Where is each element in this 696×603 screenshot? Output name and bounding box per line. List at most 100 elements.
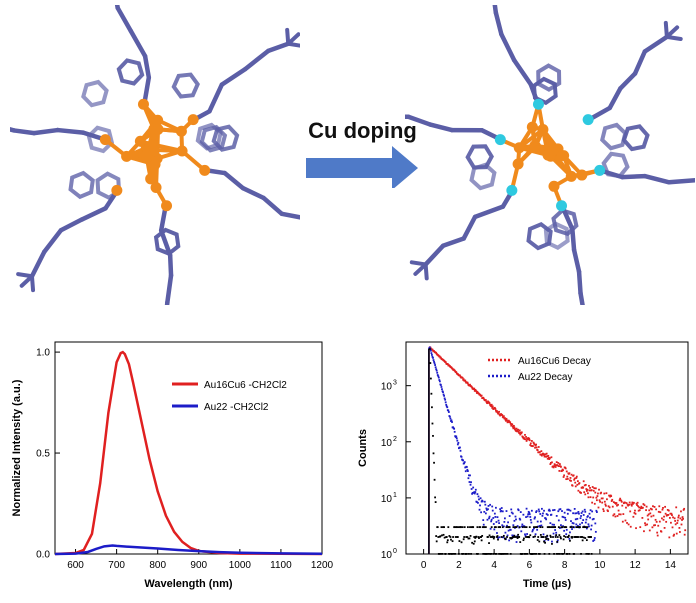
decay-point [543, 540, 545, 543]
decay-point [652, 514, 655, 517]
decay-point [578, 482, 581, 484]
decay-point [447, 411, 450, 413]
decay-point [585, 518, 588, 521]
decay-point [625, 506, 627, 509]
decay-point [487, 553, 490, 555]
decay-point [464, 379, 467, 382]
decay-point [572, 526, 575, 529]
ligand-bond [409, 260, 428, 267]
gold-atom [145, 173, 157, 185]
decay-point [616, 504, 618, 507]
arrow-label: Cu doping [308, 118, 417, 143]
decay-point [438, 380, 441, 383]
decay-point [616, 515, 619, 517]
decay-point [658, 520, 661, 523]
ligand-bond [55, 127, 86, 135]
decay-point [459, 449, 462, 452]
ligand-bond [240, 185, 266, 201]
decay-point [560, 526, 563, 529]
decay-point [681, 516, 684, 518]
decay-point [629, 510, 632, 513]
decay-point [549, 522, 552, 525]
decay-point [539, 526, 542, 529]
decay-point [443, 360, 446, 363]
decay-point [440, 384, 442, 386]
decay-point [486, 553, 488, 555]
decay-point [478, 508, 481, 511]
decay-point [582, 486, 585, 489]
decay-point [435, 535, 438, 537]
decay-point [489, 553, 491, 555]
decay-point [502, 553, 505, 555]
decay-point [566, 478, 569, 480]
decay-point [630, 504, 633, 507]
decay-point [553, 463, 556, 466]
decay-point [569, 531, 571, 534]
decay-point [579, 536, 582, 538]
decay-point [430, 352, 433, 355]
decay-point [529, 534, 532, 537]
decay-point [528, 526, 531, 529]
decay-point [678, 527, 681, 529]
decay-point [473, 387, 476, 390]
decay-point [592, 496, 595, 499]
decay-point [508, 526, 511, 529]
decay-point [555, 531, 558, 534]
decay-point [576, 526, 579, 529]
decay-point [555, 515, 558, 517]
ligand-bond [58, 217, 85, 233]
decay-point [557, 553, 560, 555]
decay-point [512, 526, 515, 529]
decay-point [523, 553, 526, 555]
decay-point [486, 518, 489, 521]
decay-point [645, 509, 647, 512]
decay-point [639, 507, 642, 510]
decay-point [544, 536, 547, 538]
decay-point [501, 510, 504, 513]
phenyl-ring [81, 79, 109, 108]
decay-point [649, 512, 652, 515]
arrow-icon [306, 146, 418, 188]
decay-point [568, 537, 571, 540]
decay-point [514, 536, 517, 538]
decay-point [460, 526, 462, 529]
ligand-bond [165, 273, 174, 305]
decay-point [490, 526, 493, 529]
decay-point [518, 517, 521, 520]
y-axis-label: Normalized Intensity (a.u.) [11, 379, 23, 516]
decay-point [514, 428, 516, 430]
decay-point [583, 484, 586, 487]
decay-point [469, 526, 471, 529]
decay-point [561, 515, 564, 518]
decay-point [511, 425, 514, 428]
decay-point [566, 553, 569, 555]
decay-point [466, 470, 469, 472]
decay-point [447, 409, 450, 412]
decay-point [565, 533, 568, 536]
decay-point [612, 501, 615, 504]
decay-point [577, 489, 580, 492]
decay-point [575, 526, 578, 529]
decay-point [605, 492, 608, 495]
decay-point [479, 526, 481, 529]
decay-point [553, 523, 555, 526]
decay-point [648, 529, 651, 532]
decay-point [496, 411, 499, 414]
decay-point [682, 517, 684, 520]
decay-point [567, 536, 570, 538]
decay-point [528, 511, 531, 514]
decay-point [550, 526, 553, 529]
decay-point [479, 497, 482, 500]
decay-point [538, 451, 541, 453]
decay-point [684, 529, 687, 532]
decay-point [461, 553, 463, 555]
decay-point [683, 507, 686, 510]
decay-point [477, 553, 479, 555]
gold-atom [176, 145, 188, 157]
ligand-bond [142, 53, 152, 80]
decay-point [532, 536, 535, 538]
decay-point [676, 522, 679, 524]
decay-point [470, 488, 473, 490]
decay-point [580, 553, 582, 555]
decay-point [558, 470, 561, 472]
